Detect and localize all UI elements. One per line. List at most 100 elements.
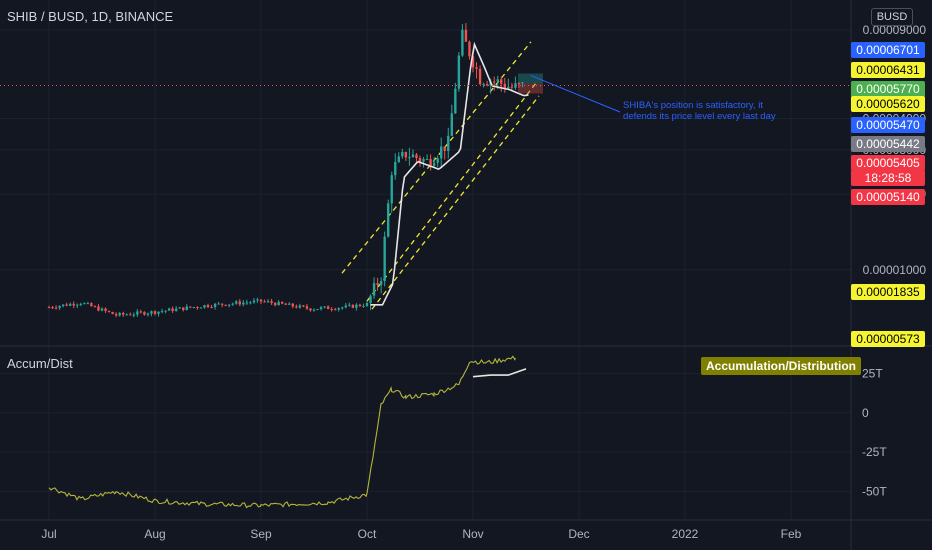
candle-body bbox=[351, 304, 355, 308]
candle-body bbox=[273, 302, 277, 306]
candle-body bbox=[295, 306, 298, 308]
candle-body bbox=[72, 303, 75, 306]
candle-body bbox=[122, 312, 125, 315]
time-tick-label: 2022 bbox=[672, 527, 699, 541]
candle-body bbox=[167, 308, 171, 311]
candle-body bbox=[192, 306, 196, 308]
candle-body bbox=[206, 305, 210, 307]
price-label-tag: 0.00005470 bbox=[851, 117, 925, 133]
candle-body bbox=[454, 88, 457, 114]
candle-body bbox=[312, 309, 316, 311]
candle-body bbox=[263, 301, 266, 303]
candle-body bbox=[277, 301, 280, 306]
price-tick-label: 0.00009000 bbox=[863, 23, 927, 37]
candle-body bbox=[182, 307, 185, 311]
candle-body bbox=[125, 314, 128, 316]
candle-body bbox=[185, 306, 188, 311]
moving-average-line bbox=[370, 41, 529, 306]
candle-body bbox=[111, 311, 114, 315]
candle-body bbox=[160, 311, 164, 313]
candle-body bbox=[514, 83, 517, 88]
price-annotation: SHIBA's position is satisfactory, it def… bbox=[623, 100, 776, 122]
symbol-title: SHIB / BUSD, 1D, BINANCE bbox=[7, 9, 174, 24]
candle-body bbox=[171, 308, 174, 312]
indicator-tick-label: 0 bbox=[862, 406, 869, 420]
candle-body bbox=[337, 308, 340, 310]
candle-body bbox=[196, 306, 199, 308]
candle-body bbox=[432, 162, 436, 166]
candle-body bbox=[468, 41, 471, 57]
candle-body bbox=[245, 302, 249, 304]
candle-body bbox=[54, 307, 58, 309]
currency-button[interactable]: BUSD bbox=[871, 8, 913, 26]
candle-body bbox=[344, 305, 347, 308]
candle-body bbox=[189, 306, 192, 308]
candle-body bbox=[390, 175, 393, 204]
candle-body bbox=[256, 299, 259, 301]
candle-body bbox=[61, 304, 65, 306]
candle-body bbox=[90, 303, 93, 307]
candle-body bbox=[401, 152, 404, 157]
candle-body bbox=[47, 307, 51, 309]
candle-body bbox=[415, 154, 418, 159]
candle-body bbox=[178, 307, 181, 309]
candle-body bbox=[341, 307, 344, 309]
candle-body bbox=[252, 300, 256, 303]
candle-body bbox=[235, 301, 238, 304]
candle-body bbox=[394, 162, 397, 176]
candle-body bbox=[164, 310, 167, 312]
candle-body bbox=[51, 307, 54, 309]
position-profit-zone bbox=[518, 73, 543, 84]
candle-body bbox=[281, 301, 284, 304]
candle-body bbox=[436, 158, 439, 163]
candle-body bbox=[79, 303, 82, 305]
candle-body bbox=[323, 306, 326, 308]
channel-lower-line bbox=[371, 95, 540, 310]
candle-body bbox=[288, 303, 291, 305]
candle-body bbox=[418, 158, 422, 162]
candle-body bbox=[457, 55, 461, 89]
candle-body bbox=[408, 157, 411, 159]
candle-body bbox=[517, 83, 521, 85]
candle-body bbox=[503, 83, 506, 89]
price-label-tag: 0.00006701 bbox=[851, 42, 925, 58]
candle-body bbox=[270, 301, 273, 303]
candle-body bbox=[213, 303, 217, 308]
time-tick-label: Aug bbox=[144, 527, 165, 541]
candle-body bbox=[136, 311, 139, 315]
price-label-tag: 0.00005770 bbox=[851, 81, 925, 97]
price-label-tag: 0.00005442 bbox=[851, 136, 925, 152]
candle-body bbox=[76, 304, 79, 306]
candle-body bbox=[397, 156, 400, 163]
candle-body bbox=[242, 302, 245, 305]
candle-body bbox=[464, 29, 468, 42]
candle-body bbox=[496, 79, 499, 82]
time-tick-label: Dec bbox=[568, 527, 589, 541]
price-label-tag: 0.00005620 bbox=[851, 96, 925, 112]
candle-body bbox=[358, 304, 362, 307]
candle-body bbox=[203, 305, 206, 308]
candle-body bbox=[69, 303, 72, 306]
candle-body bbox=[266, 301, 270, 303]
candle-body bbox=[291, 303, 294, 307]
candle-body bbox=[146, 313, 150, 315]
candle-body bbox=[372, 283, 376, 296]
candle-body bbox=[443, 146, 446, 151]
candle-body bbox=[97, 306, 100, 311]
accum-dist-ma-line bbox=[472, 368, 527, 378]
candle-body bbox=[507, 86, 510, 89]
candle-body bbox=[379, 281, 383, 285]
candle-body bbox=[475, 67, 478, 69]
candle-body bbox=[104, 308, 107, 311]
candle-body bbox=[143, 312, 146, 315]
candle-body bbox=[107, 310, 111, 312]
position-loss-zone bbox=[518, 83, 543, 94]
candle-body bbox=[471, 56, 475, 68]
candle-body bbox=[153, 311, 157, 314]
candle-body bbox=[210, 306, 213, 308]
candle-body bbox=[58, 305, 61, 308]
candle-body bbox=[83, 303, 86, 305]
accum-dist-line bbox=[48, 355, 516, 509]
candle-body bbox=[383, 236, 386, 282]
